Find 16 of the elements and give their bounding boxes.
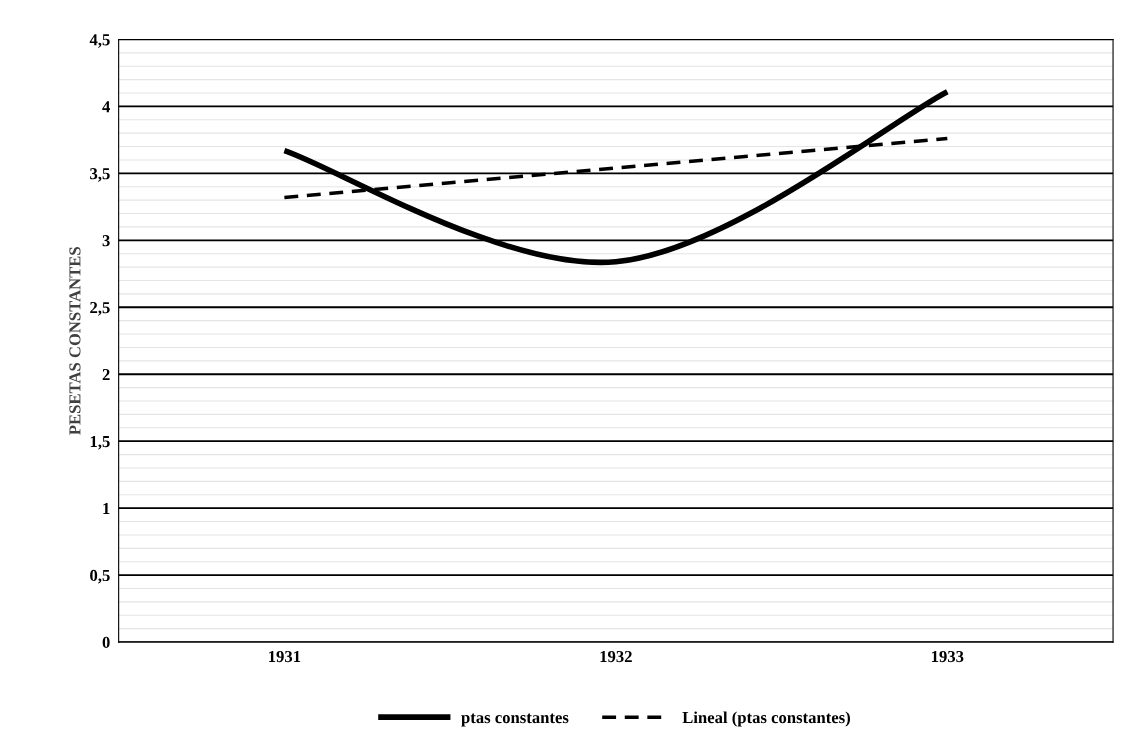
x-tick-label: 1932 [600, 650, 632, 663]
x-tick-label: 1931 [269, 650, 301, 663]
y-tick-label: 3,5 [90, 168, 110, 182]
y-tick-label: 0,5 [90, 569, 110, 584]
legend-label: Lineal (ptas constantes) [682, 711, 850, 727]
legend-label: ptas constantes [461, 713, 569, 727]
x-tick-label: 1933 [931, 650, 964, 663]
y-tick-label: 1 [103, 502, 110, 514]
y-tick-label: 0 [102, 636, 110, 649]
y-tick-label: 3 [102, 235, 110, 247]
y-axis-title: PESETAS CONSTANTES [69, 247, 81, 435]
y-tick-label: 4 [102, 101, 111, 113]
y-tick-label: 2,5 [90, 302, 110, 316]
y-tick-label: 4,5 [89, 34, 110, 48]
y-tick-label: 2 [102, 368, 110, 381]
y-tick-label: 1,5 [90, 435, 110, 450]
